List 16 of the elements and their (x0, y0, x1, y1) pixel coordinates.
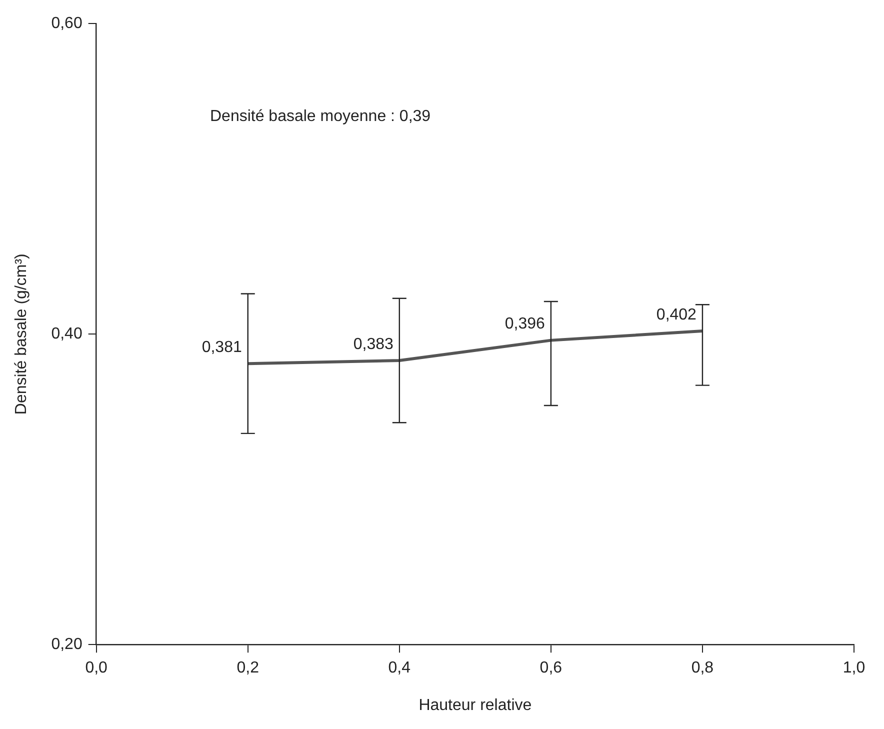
y-tick-label: 0,20 (51, 636, 82, 654)
annotation: Densité basale moyenne : 0,39 (210, 108, 431, 126)
y-tick-label: 0,40 (51, 326, 82, 343)
x-tick-label: 0,8 (691, 660, 714, 677)
x-tick-label: 0,6 (540, 660, 562, 677)
y-axis-title: Densité basale (g/cm³) (13, 254, 30, 415)
data-label: 0,402 (656, 306, 697, 324)
x-tick-label: 0,4 (388, 660, 411, 677)
data-label: 0,383 (353, 336, 394, 353)
y-tick-label: 0,60 (51, 15, 82, 32)
data-label: 0,396 (504, 316, 546, 333)
x-tick-label: 1,0 (842, 660, 866, 677)
x-tick-label: 0,2 (236, 660, 260, 677)
data-label: 0,381 (202, 339, 242, 356)
x-axis-title: Hauteur relative (418, 696, 532, 714)
x-tick-label: 0,0 (85, 660, 108, 677)
